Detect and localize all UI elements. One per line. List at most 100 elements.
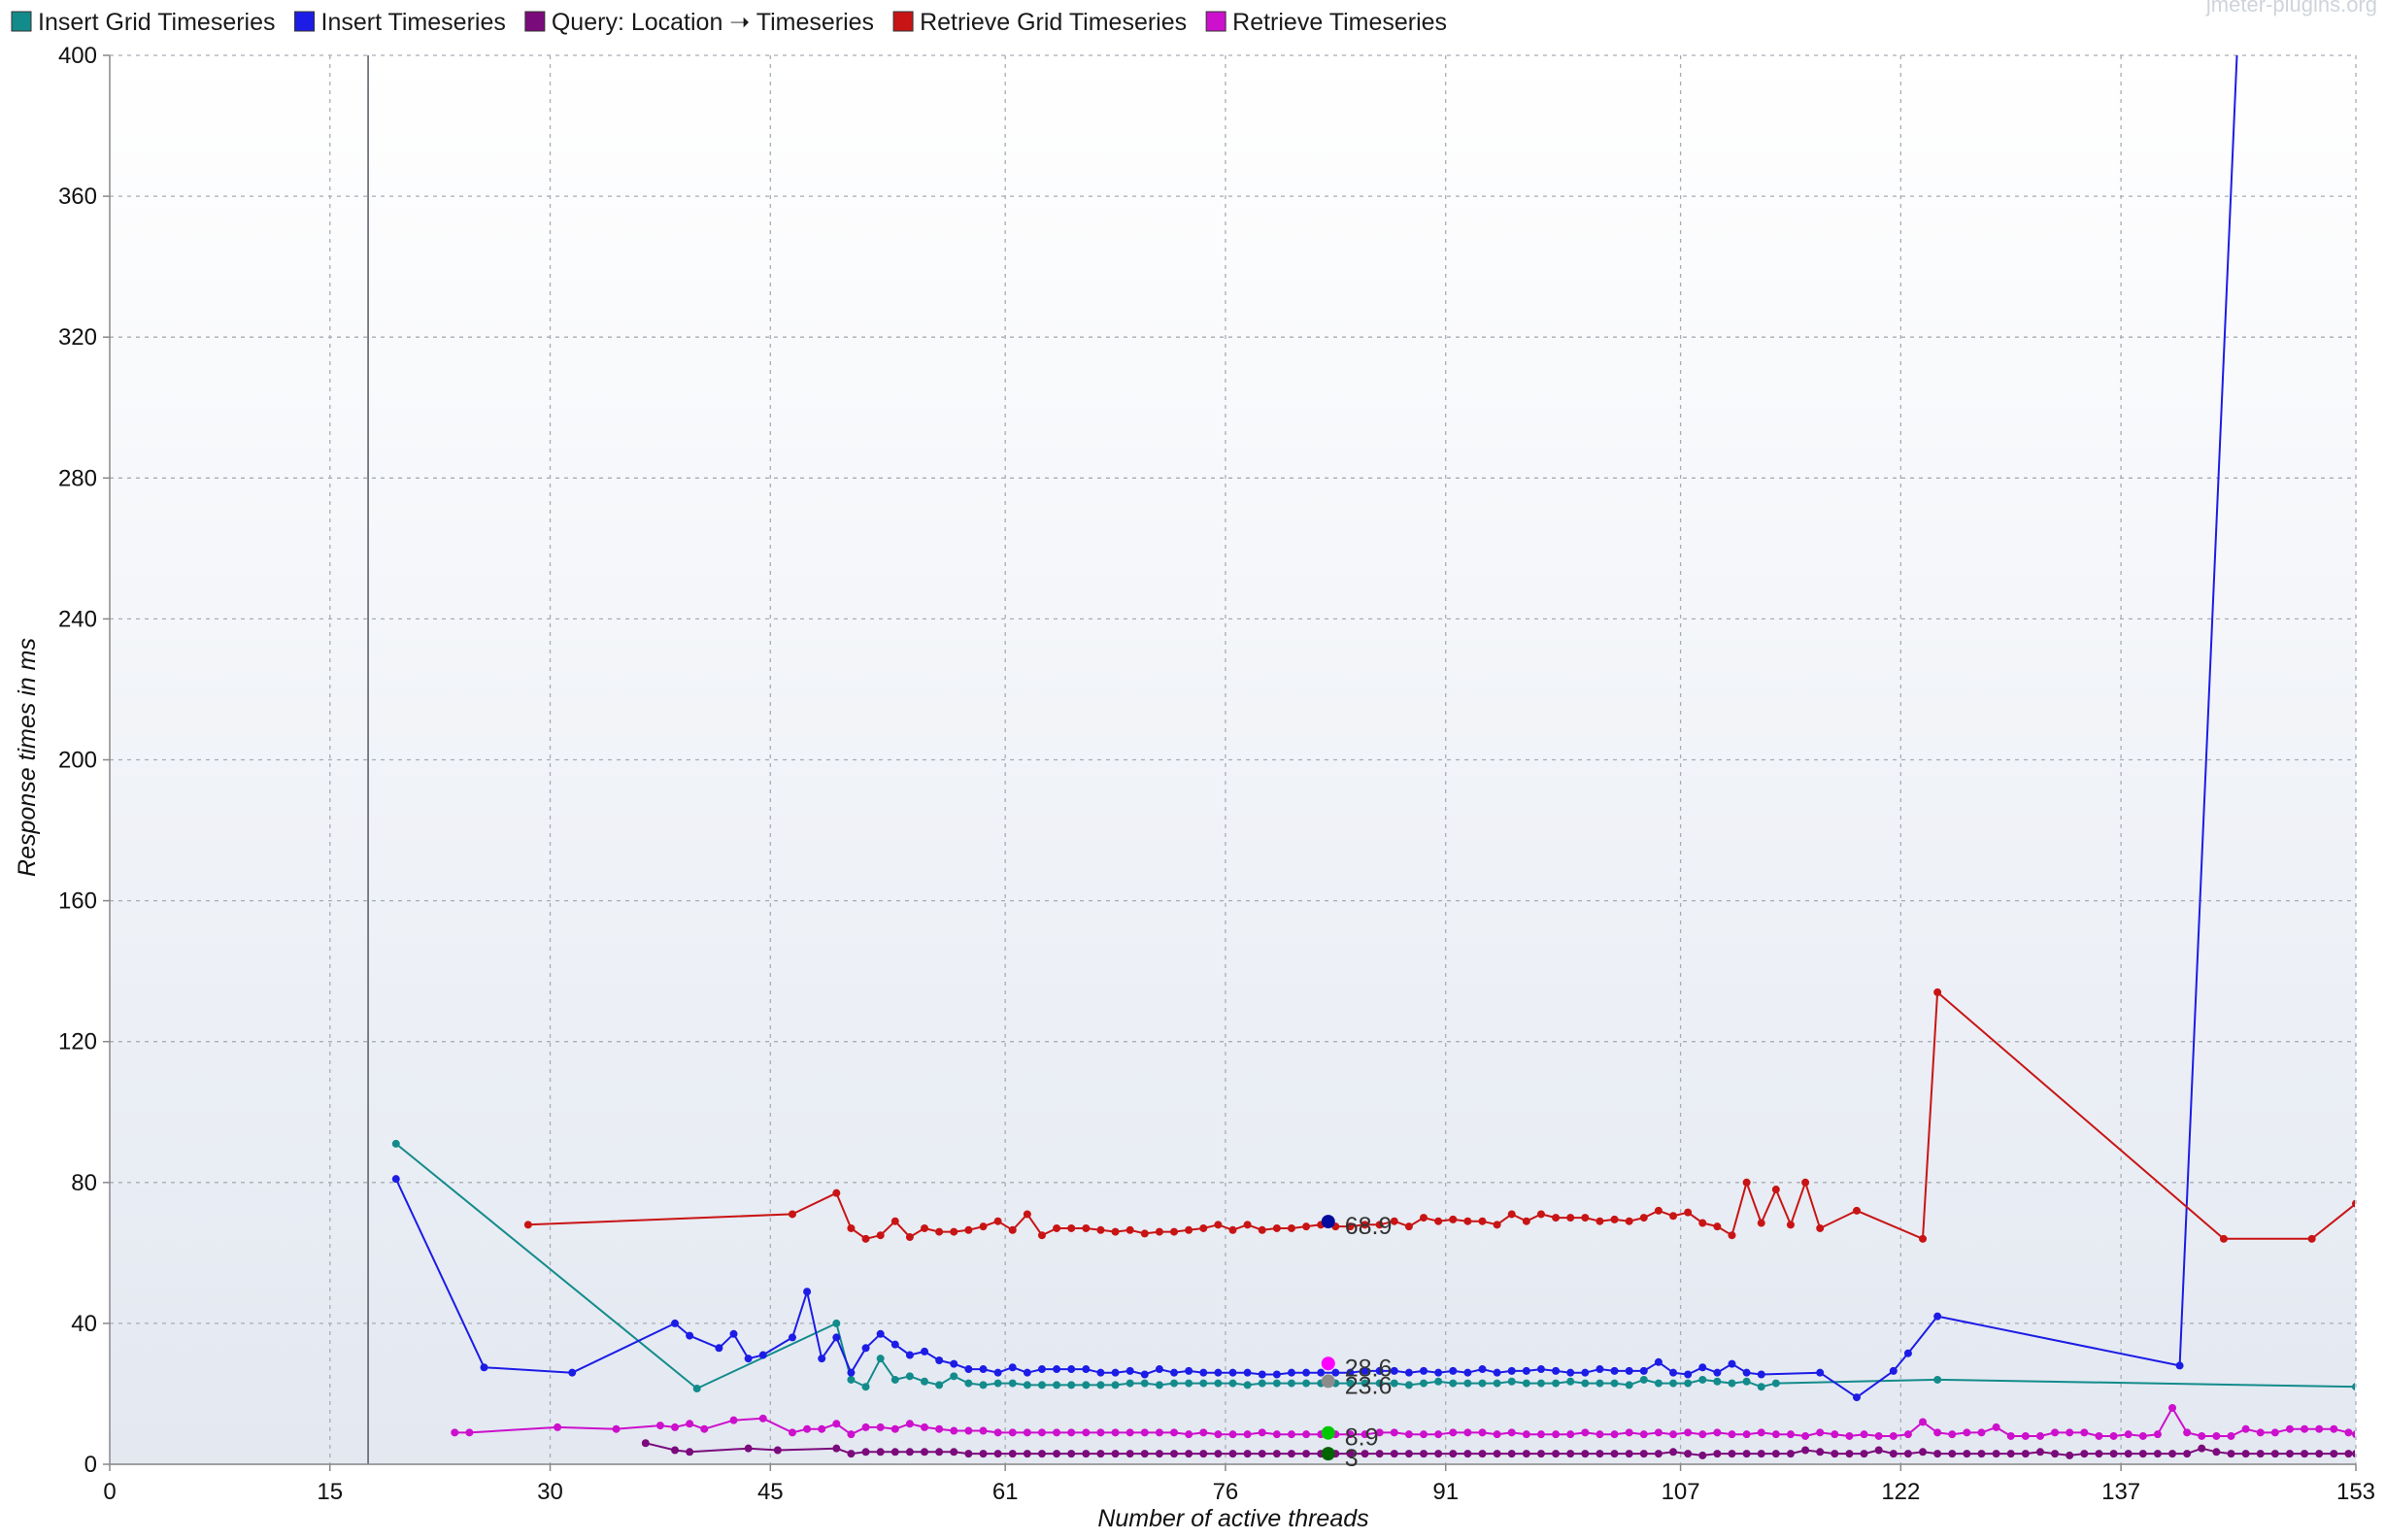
y-axis-title: Response times in ms: [14, 638, 41, 877]
data-point: [803, 1424, 812, 1433]
data-point: [2344, 1450, 2353, 1458]
data-point: [1449, 1215, 1458, 1223]
legend-swatch: [11, 11, 32, 32]
data-point: [1552, 1450, 1561, 1458]
hover-markers: 68.9 28.623.6 8.93: [1321, 1213, 1392, 1472]
data-point: [847, 1368, 856, 1377]
data-point: [935, 1356, 944, 1364]
data-point: [1420, 1379, 1428, 1388]
data-point: [1742, 1178, 1751, 1187]
data-point: [1243, 1381, 1252, 1389]
data-point: [2095, 1431, 2103, 1440]
data-point: [2270, 1428, 2279, 1437]
hover-marker: [1321, 1374, 1335, 1389]
data-point: [1449, 1428, 1458, 1437]
data-point: [758, 1414, 767, 1423]
data-point: [861, 1344, 870, 1353]
data-point: [2168, 1403, 2177, 1412]
data-point: [1287, 1368, 1295, 1377]
data-point: [1742, 1368, 1751, 1377]
data-point: [2183, 1450, 2192, 1458]
data-point: [1596, 1450, 1604, 1458]
data-point: [1449, 1366, 1458, 1375]
data-point: [1845, 1450, 1854, 1458]
data-point: [1096, 1225, 1105, 1234]
data-point: [2153, 1450, 2162, 1458]
data-point: [1889, 1450, 1898, 1458]
data-point: [2198, 1431, 2206, 1440]
data-point: [1404, 1450, 1413, 1458]
data-point: [964, 1450, 973, 1458]
data-point: [861, 1423, 870, 1431]
legend-label: Retrieve Grid Timeseries: [920, 9, 1187, 36]
legend-swatch: [892, 11, 914, 32]
data-point: [964, 1379, 973, 1388]
data-point: [1536, 1430, 1545, 1439]
data-point: [2330, 1424, 2338, 1433]
data-point: [818, 1424, 826, 1433]
data-point: [1874, 1431, 1883, 1440]
data-point: [1346, 1430, 1355, 1439]
data-point: [1478, 1379, 1487, 1388]
data-point: [993, 1450, 1002, 1458]
data-point: [1742, 1430, 1751, 1439]
data-point: [1082, 1428, 1091, 1437]
data-point: [671, 1319, 680, 1327]
series-line: [454, 1407, 2355, 1437]
data-point: [1977, 1428, 1986, 1437]
data-point: [1199, 1368, 1208, 1377]
data-point: [1933, 1375, 1942, 1384]
data-point: [1596, 1430, 1604, 1439]
data-point: [993, 1368, 1002, 1377]
data-point: [1008, 1363, 1017, 1372]
data-point: [1948, 1430, 1957, 1439]
data-point: [2109, 1450, 2118, 1458]
data-point: [1536, 1379, 1545, 1388]
data-point: [1360, 1379, 1369, 1388]
data-point: [1228, 1368, 1237, 1377]
data-point: [1801, 1446, 1810, 1455]
data-point: [1053, 1428, 1061, 1437]
series-1: [391, 55, 2238, 1402]
data-point: [686, 1331, 694, 1340]
data-point: [1713, 1450, 1722, 1458]
data-point: [1903, 1349, 1912, 1357]
data-point: [950, 1426, 958, 1435]
data-point: [847, 1450, 856, 1458]
data-point: [2315, 1450, 2324, 1458]
data-point: [1816, 1368, 1825, 1377]
data-point: [1140, 1428, 1149, 1437]
data-point: [1199, 1450, 1208, 1458]
data-point: [2352, 1430, 2355, 1439]
data-point: [1155, 1365, 1163, 1374]
data-point: [905, 1420, 914, 1428]
data-point: [1669, 1430, 1678, 1439]
data-point: [1302, 1368, 1311, 1377]
data-point: [1831, 1430, 1839, 1439]
data-point: [1669, 1368, 1678, 1377]
data-point: [2153, 1430, 2162, 1439]
data-point: [2315, 1424, 2324, 1433]
data-point: [2138, 1431, 2147, 1440]
data-point: [2227, 1450, 2235, 1458]
data-point: [1404, 1368, 1413, 1377]
y-tick-label: 360: [58, 184, 97, 210]
data-point: [1360, 1430, 1369, 1439]
data-point: [1228, 1379, 1237, 1388]
data-point: [1463, 1217, 1472, 1225]
data-point: [1757, 1383, 1765, 1391]
data-point: [921, 1347, 929, 1356]
data-point: [921, 1377, 929, 1386]
watermark: jmeter-plugins.org: [2205, 0, 2377, 17]
x-axis-title: Number of active threads: [1097, 1505, 1368, 1532]
data-point: [979, 1450, 988, 1458]
data-point: [641, 1439, 650, 1448]
data-point: [905, 1372, 914, 1381]
data-point: [568, 1368, 577, 1377]
data-point: [1346, 1368, 1355, 1377]
x-tick-label: 153: [2336, 1479, 2375, 1505]
y-tick-label: 280: [58, 465, 97, 491]
data-point: [1360, 1450, 1369, 1458]
data-point: [2301, 1450, 2309, 1458]
data-point: [1082, 1365, 1091, 1374]
